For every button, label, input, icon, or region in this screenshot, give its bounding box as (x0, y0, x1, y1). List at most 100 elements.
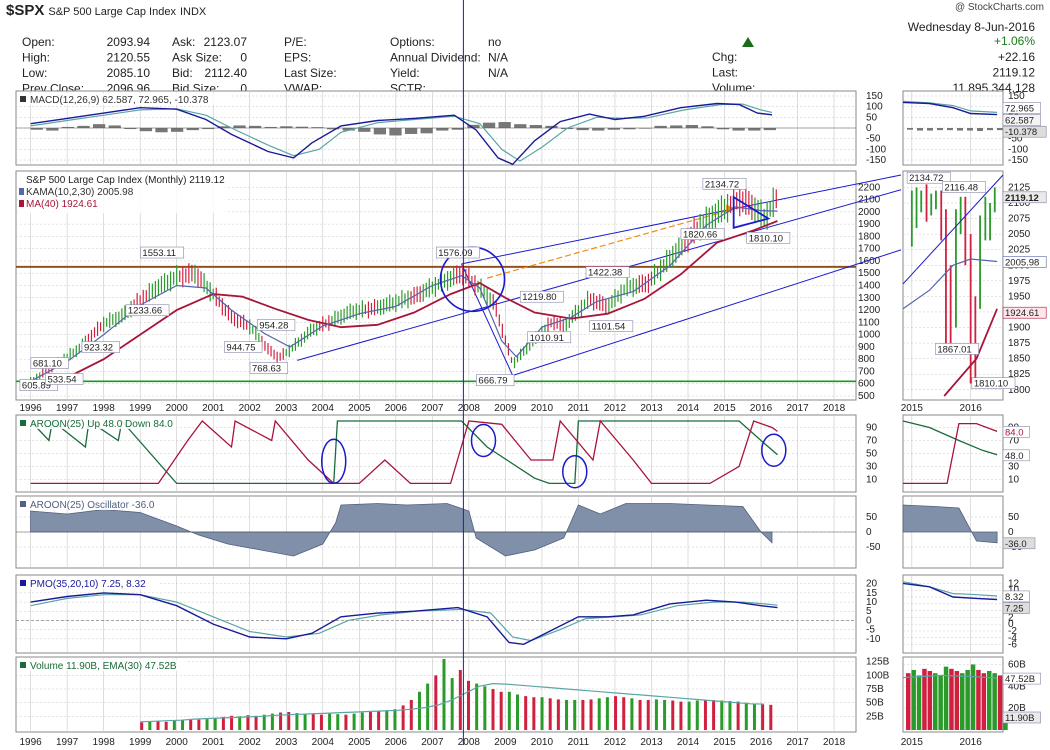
price-x-label: 2003 (275, 403, 298, 414)
volume-bar (516, 694, 520, 730)
macd-histogram-bar (732, 128, 745, 131)
volume-inset-value: 11.90B (1005, 713, 1034, 724)
macd-histogram-bar (311, 127, 324, 128)
macd-inset-value-1-box (1002, 102, 1041, 114)
volume-tick: 125B (866, 657, 890, 668)
macd-histogram-bar (420, 128, 433, 134)
macd-histogram-bar (77, 125, 90, 128)
volume-bar (638, 699, 642, 730)
osc-tick: 0 (866, 527, 872, 538)
price-annotation-box (249, 362, 288, 374)
pmo-inset-tick: -2 (1008, 626, 1017, 637)
volume-tick: 75B (866, 684, 884, 695)
macd-histogram-bar (93, 124, 106, 128)
quote-cell-0-0: Open: (22, 35, 55, 49)
pmo-legend-bg (18, 577, 160, 589)
price-inset-last: 2119.12 (1005, 193, 1039, 204)
macd-inset-histogram-bar (967, 128, 973, 131)
volume-inset-bar (933, 673, 938, 730)
volume-bar (695, 700, 699, 730)
price-annotation: 954.28 (259, 320, 288, 331)
volume-bar (532, 697, 536, 730)
quote-right-label-0: Chg: (712, 50, 737, 64)
aroon-tick: 50 (866, 449, 878, 460)
volume-bar (213, 717, 217, 730)
volume-bar (761, 704, 765, 730)
price-annotation: 533.54 (47, 374, 76, 385)
macd-histogram-bar (373, 128, 387, 135)
price-x-label: 2004 (312, 403, 335, 414)
price-inset-tick: 1800 (1008, 385, 1031, 396)
volume-bar (393, 709, 397, 730)
volume-bar (368, 711, 372, 730)
volume-bar (581, 699, 585, 730)
macd-legend-swatch (20, 96, 26, 102)
volume-inset-bar (1003, 716, 1008, 730)
price-tick: 800 (858, 354, 875, 365)
aroon-tick: 30 (866, 462, 878, 473)
macd-tick: 50 (866, 112, 878, 123)
price-x-label: 2018 (823, 403, 846, 414)
volume-x-label: 2014 (677, 737, 700, 748)
price-x-label: 2012 (604, 403, 627, 414)
volume-x-label: 1997 (56, 737, 79, 748)
aroon-inset-down-value-box (1002, 426, 1030, 438)
price-annotation: 1553.11 (142, 248, 176, 259)
price-annotation-box (435, 246, 480, 259)
volume-bar (548, 698, 552, 730)
price-tick: 600 (858, 379, 875, 390)
volume-x-label: 2018 (823, 737, 846, 748)
macd-inset-histogram-bar (947, 128, 953, 131)
price-annotation-box (519, 290, 564, 303)
price-legend-bg (18, 173, 228, 213)
aroon-inset-tick: 70 (1008, 436, 1020, 447)
volume-inset-bar (997, 675, 1003, 730)
volume-bar (744, 702, 748, 730)
inset-price-annotation-box (971, 377, 1016, 389)
volume-bar (303, 713, 307, 730)
volume-bar (262, 714, 266, 730)
price-x-label: 1998 (93, 403, 116, 414)
pmo-tick: -5 (866, 625, 875, 636)
price-inset-tick: 1825 (1008, 369, 1031, 380)
price-tick: 2200 (858, 182, 881, 193)
volume-bar (679, 701, 683, 730)
volume-bar (401, 705, 405, 730)
pmo-inset-value-box (1002, 602, 1030, 614)
aroon-inset-up (902, 420, 998, 456)
quote-cell-1-2: Ask Size: (172, 51, 222, 65)
price-annotation: 944.75 (226, 343, 255, 354)
price-x-label: 2000 (166, 403, 189, 414)
macd-legend: MACD(12,26,9) 62.587, 72.965, -10.378 (30, 95, 209, 106)
price-inset-tick: 2100 (1008, 198, 1031, 209)
price-inset-tick: 2075 (1008, 214, 1031, 225)
crash-trendline (461, 263, 514, 376)
exchange: INDX (179, 6, 207, 18)
volume-bar (442, 659, 446, 730)
price-annotation-box (702, 177, 747, 190)
quote-cell-2-3: 2112.40 (205, 66, 248, 80)
aroon-inset-tick: 30 (1008, 462, 1020, 473)
volume-bar (181, 720, 185, 730)
price-annotation: 666.79 (478, 376, 507, 387)
price-annotation-box (476, 374, 515, 387)
volume-inset-x-label: 2015 (901, 737, 924, 748)
price-tick: 2000 (858, 207, 881, 218)
volume-bar (205, 719, 209, 730)
volume-inset-ema-value: 47.52B (1005, 674, 1035, 685)
volume-x-label: 2008 (458, 737, 481, 748)
pmo-inset-tick: 2 (1008, 612, 1014, 623)
price-annotation: 1820.66 (683, 230, 717, 241)
ma40-line (30, 220, 778, 388)
quote-cell-0-3: 2123.07 (204, 35, 248, 49)
macd-histogram-bar (233, 125, 246, 128)
volume-x-label: 2006 (385, 737, 408, 748)
macd-inset-histogram-bar (987, 128, 993, 131)
macd-histogram-bar (124, 128, 137, 130)
ma-swatch (19, 200, 24, 207)
macd-histogram-bar (264, 126, 277, 128)
macd-histogram-bar (280, 126, 293, 128)
volume-bar (630, 698, 634, 730)
quote-cell-1-7: N/A (488, 51, 508, 65)
